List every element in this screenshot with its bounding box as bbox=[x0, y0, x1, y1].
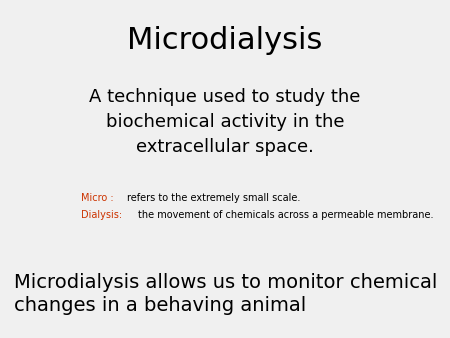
Text: A technique used to study the
biochemical activity in the
extracellular space.: A technique used to study the biochemica… bbox=[89, 88, 361, 156]
Text: refers to the extremely small scale.: refers to the extremely small scale. bbox=[127, 193, 301, 203]
Text: Microdialysis: Microdialysis bbox=[127, 26, 323, 55]
Text: Micro :: Micro : bbox=[81, 193, 117, 203]
Text: Dialysis:: Dialysis: bbox=[81, 210, 125, 220]
Text: Microdialysis allows us to monitor chemical
changes in a behaving animal: Microdialysis allows us to monitor chemi… bbox=[14, 273, 437, 315]
Text: the movement of chemicals across a permeable membrane.: the movement of chemicals across a perme… bbox=[138, 210, 434, 220]
